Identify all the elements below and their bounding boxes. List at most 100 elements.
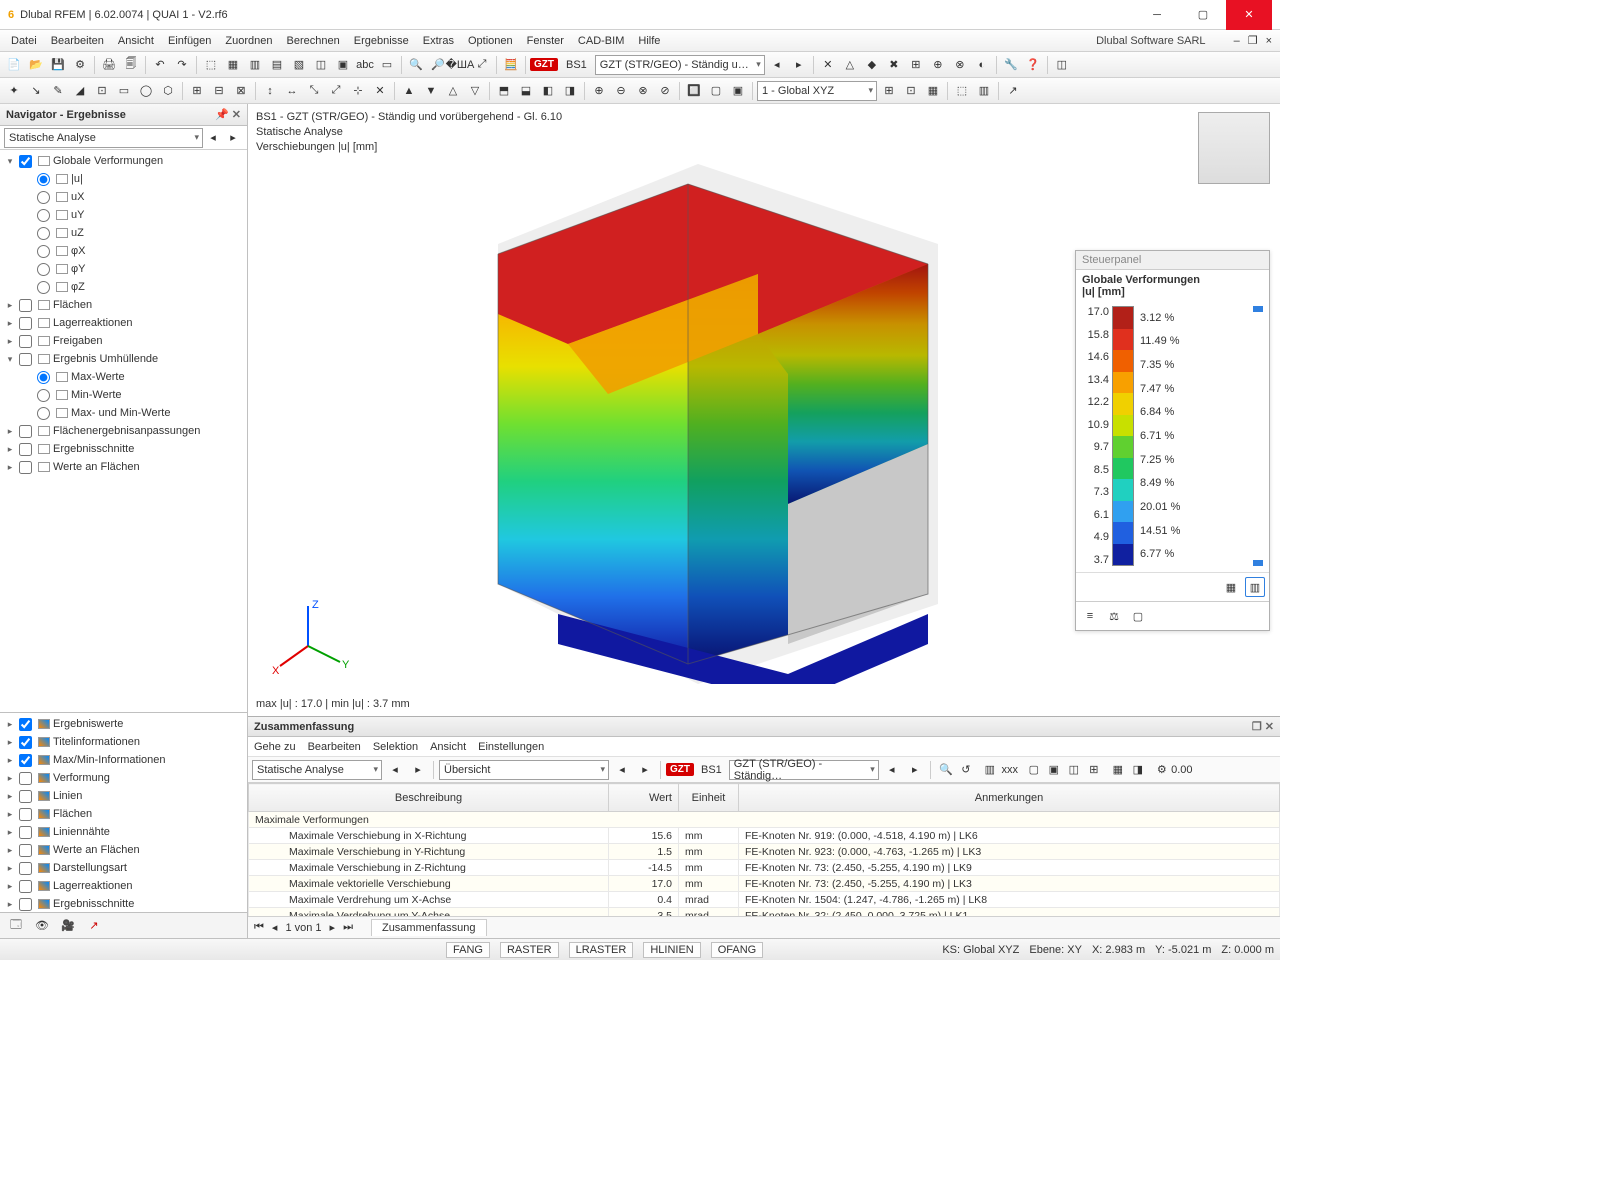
tb1-btn[interactable]: ▤: [267, 55, 287, 75]
tree-lower[interactable]: Darstellungsart: [53, 862, 127, 874]
menu-hilfe[interactable]: Hilfe: [631, 35, 667, 47]
tb1-btn[interactable]: �ША: [450, 55, 470, 75]
tree-item[interactable]: Lagerreaktionen: [53, 317, 133, 329]
tb2-btn[interactable]: ◢: [70, 81, 90, 101]
col-header[interactable]: Einheit: [679, 784, 739, 812]
tree-lower[interactable]: Linien: [53, 790, 82, 802]
cb-lower[interactable]: [19, 736, 32, 749]
tb2-btn[interactable]: ⊞: [879, 81, 899, 101]
tb2-btn[interactable]: ◨: [560, 81, 580, 101]
tb2-btn[interactable]: ✕: [370, 81, 390, 101]
tb1-btn[interactable]: ▣: [333, 55, 353, 75]
nav-tab-4[interactable]: ↗: [84, 916, 104, 936]
radio-φZ[interactable]: [37, 281, 50, 294]
cell-value[interactable]: 0.4: [609, 892, 679, 908]
nav-tab-3[interactable]: 🎥: [58, 916, 78, 936]
tb2-btn[interactable]: ↕: [260, 81, 280, 101]
tree-radio-label[interactable]: |u|: [71, 173, 83, 185]
status-toggle-hlinien[interactable]: HLINIEN: [643, 942, 700, 958]
sum-tbtn[interactable]: ▥: [980, 759, 1000, 779]
status-toggle-fang[interactable]: FANG: [446, 942, 490, 958]
cb-item2[interactable]: [19, 425, 32, 438]
tree-radio-label[interactable]: uZ: [71, 227, 84, 239]
radio-uX[interactable]: [37, 191, 50, 204]
tree-lower[interactable]: Liniennähte: [53, 826, 110, 838]
page-last[interactable]: ⏭: [343, 921, 353, 934]
summary-menu-item[interactable]: Gehe zu: [254, 741, 296, 753]
tree-radio-label[interactable]: φZ: [71, 281, 85, 293]
cell-value[interactable]: 3.5: [609, 908, 679, 917]
page-next[interactable]: ▸: [330, 921, 336, 934]
sum-tbtn[interactable]: ▢: [1024, 759, 1044, 779]
pin-icon[interactable]: 📌 ✕: [215, 108, 241, 121]
maximize-button[interactable]: ▢: [1180, 0, 1226, 30]
tree-lower[interactable]: Werte an Flächen: [53, 844, 140, 856]
results-tree[interactable]: ▾Globale Verformungen|u|uXuYuZφXφYφZ▸Flä…: [0, 150, 247, 712]
tb2-btn[interactable]: ⊟: [209, 81, 229, 101]
tree-radio-label[interactable]: φX: [71, 245, 85, 257]
nav-next[interactable]: ▸: [223, 128, 243, 148]
cell-desc[interactable]: Maximale Verschiebung in X-Richtung: [249, 828, 609, 844]
tb2-btn[interactable]: ⊡: [92, 81, 112, 101]
cb-env[interactable]: [19, 353, 32, 366]
tree-lower[interactable]: Lagerreaktionen: [53, 880, 133, 892]
tb2-btn[interactable]: ✦: [4, 81, 24, 101]
sum-tbtn[interactable]: ⊞: [1084, 759, 1104, 779]
tb1-btn[interactable]: ▧: [289, 55, 309, 75]
sum-tbtn[interactable]: ◨: [1128, 759, 1148, 779]
cell-value[interactable]: -14.5: [609, 860, 679, 876]
sum-tbtn[interactable]: ↺: [956, 759, 976, 779]
tb1-btn[interactable]: 🗐: [121, 55, 141, 75]
tree-radio-label[interactable]: uX: [71, 191, 84, 203]
sum-prev2[interactable]: ◂: [612, 760, 632, 780]
radio-env[interactable]: [37, 371, 50, 384]
panel-tab-colors[interactable]: ≡: [1080, 606, 1100, 626]
tb1-btn[interactable]: ⊞: [906, 55, 926, 75]
cell-unit[interactable]: mm: [679, 860, 739, 876]
tb2-btn[interactable]: ⬓: [516, 81, 536, 101]
sum-tbtn[interactable]: ◫: [1064, 759, 1084, 779]
tree-item[interactable]: Freigaben: [53, 335, 103, 347]
menu-bearbeiten[interactable]: Bearbeiten: [44, 35, 111, 47]
menu-einfügen[interactable]: Einfügen: [161, 35, 218, 47]
tb1-btn[interactable]: ↷: [172, 55, 192, 75]
tb2-btn[interactable]: ◧: [538, 81, 558, 101]
menu-berechnen[interactable]: Berechnen: [280, 35, 347, 47]
radio-φX[interactable]: [37, 245, 50, 258]
tree-item[interactable]: Flächenergebnisanpassungen: [53, 425, 200, 437]
cell-value[interactable]: 17.0: [609, 876, 679, 892]
cell-note[interactable]: FE-Knoten Nr. 923: (0.000, -4.763, -1.26…: [739, 844, 1280, 860]
tb2-btn[interactable]: ⊞: [187, 81, 207, 101]
sum-tbtn[interactable]: xxx: [1000, 760, 1020, 780]
cb-lower[interactable]: [19, 862, 32, 875]
tb1-btn[interactable]: ✕: [818, 55, 838, 75]
tb1-btn[interactable]: △: [840, 55, 860, 75]
panel-tab-filter[interactable]: ▢: [1128, 606, 1148, 626]
tree-lower[interactable]: Ergebnisschnitte: [53, 898, 134, 910]
tree-root[interactable]: Globale Verformungen: [53, 155, 163, 167]
cell-unit[interactable]: mrad: [679, 892, 739, 908]
tb2-btn[interactable]: ▦: [923, 81, 943, 101]
close-button[interactable]: ✕: [1226, 0, 1272, 30]
menu-ergebnisse[interactable]: Ergebnisse: [347, 35, 416, 47]
cb-item[interactable]: [19, 317, 32, 330]
radio-|u|[interactable]: [37, 173, 50, 186]
cb-item[interactable]: [19, 299, 32, 312]
tb2-btn[interactable]: ⬒: [494, 81, 514, 101]
tb1-btn[interactable]: ◫: [311, 55, 331, 75]
nav-tab-2[interactable]: 👁: [32, 916, 52, 936]
radio-φY[interactable]: [37, 263, 50, 276]
cb-item[interactable]: [19, 335, 32, 348]
cb-root[interactable]: [19, 155, 32, 168]
tree-env-opt[interactable]: Max-Werte: [71, 371, 125, 383]
tb1-btn[interactable]: ◐: [972, 55, 992, 75]
radio-uZ[interactable]: [37, 227, 50, 240]
tb2-btn[interactable]: ⊡: [901, 81, 921, 101]
col-header[interactable]: Wert: [609, 784, 679, 812]
cell-note[interactable]: FE-Knoten Nr. 73: (2.450, -5.255, 4.190 …: [739, 860, 1280, 876]
menu-fenster[interactable]: Fenster: [520, 35, 571, 47]
tree-item[interactable]: Werte an Flächen: [53, 461, 140, 473]
tb2-btn[interactable]: △: [443, 81, 463, 101]
cell-desc[interactable]: Maximale Verdrehung um X-Achse: [249, 892, 609, 908]
status-toggle-raster[interactable]: RASTER: [500, 942, 559, 958]
